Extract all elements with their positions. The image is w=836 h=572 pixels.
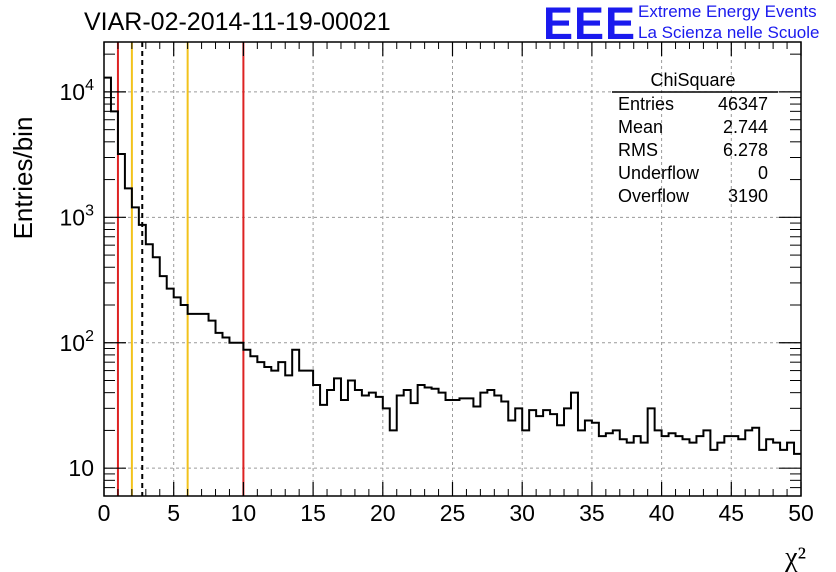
x-tick-label: 10 (231, 500, 257, 526)
stats-row-label: Entries (618, 94, 674, 114)
x-tick-label: 45 (719, 500, 745, 526)
x-tick-label: 15 (300, 500, 326, 526)
stats-title: ChiSquare (650, 70, 735, 90)
y-tick-label: 10 (68, 455, 94, 481)
logo-subtitle-1: Extreme Energy Events (638, 2, 817, 21)
axis-ticks (103, 42, 802, 497)
stats-row-label: Mean (618, 117, 663, 137)
logo-subtitle-2: La Scienza nelle Scuole (638, 23, 820, 42)
chart-title: VIAR-02-2014-11-19-00021 (84, 8, 391, 36)
stats-row-value: 46347 (718, 94, 768, 114)
stats-row-value: 0 (758, 163, 768, 183)
x-tick-label: 40 (649, 500, 675, 526)
stats-row-value: 3190 (728, 186, 768, 206)
x-tick-label: 50 (788, 500, 814, 526)
histogram-series (104, 76, 801, 455)
x-tick-label: 30 (509, 500, 535, 526)
grid (104, 42, 801, 496)
x-tick-label: 35 (579, 500, 605, 526)
stats-box: ChiSquare Entries 46347 Mean 2.744 RMS 6.278 U… (612, 70, 778, 206)
stats-row-value: 2.744 (723, 117, 768, 137)
y-tick-label: 102 (60, 328, 95, 356)
stats-row-label: Underflow (618, 163, 700, 183)
x-tick-label: 20 (370, 500, 396, 526)
stats-row-label: Overflow (618, 186, 690, 206)
stats-row-value: 6.278 (723, 140, 768, 160)
x-tick-label: 5 (167, 500, 180, 526)
x-tick-label: 25 (440, 500, 466, 526)
eee-logo: EEE (543, 0, 637, 49)
y-tick-label: 104 (60, 77, 95, 105)
x-tick-label: 0 (98, 500, 111, 526)
axis-labels: 0 5 10 15 20 25 30 35 40 45 50 10 102 103 104 (60, 77, 814, 526)
y-tick-label: 103 (60, 202, 95, 230)
stats-row-label: RMS (618, 140, 658, 160)
x-axis-label: χ² (784, 542, 806, 572)
reference-lines (116, 42, 245, 496)
y-axis-label: Entries/bin (8, 117, 38, 240)
